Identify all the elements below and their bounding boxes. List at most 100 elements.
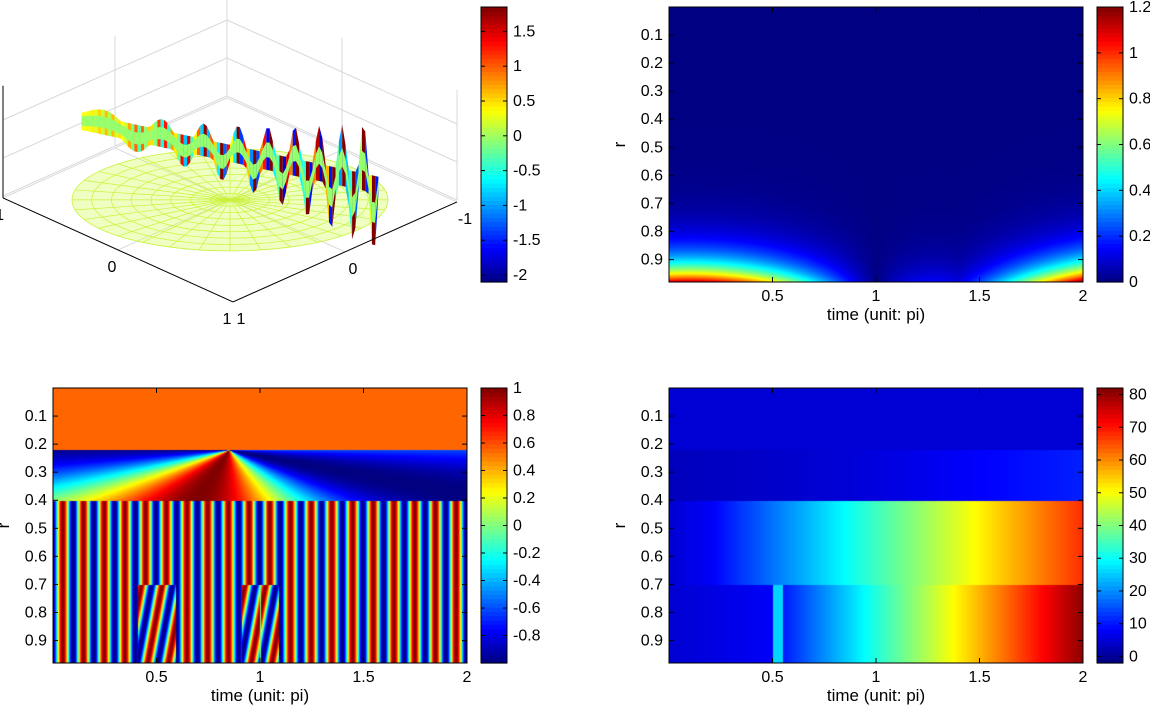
p2-colorbar-segment [481,620,507,625]
p2-colorbar-segment [481,473,507,479]
p3-colorbar-tick-label: 80 [1129,387,1147,404]
p0-colorbar-frame [480,6,508,283]
p2-colorbar-segment [481,486,507,492]
p2-x-tick-label: 2 [1079,288,1088,305]
p0-floor-contour-ray [142,199,231,243]
p0-surface-facet [111,119,115,132]
p4-y-tick-label: 0.6 [641,548,663,565]
p3-colorbar-segment [1097,422,1123,428]
p3-y-tick-label: 0.8 [25,604,47,621]
p1-colorbar-segment [1097,62,1123,68]
p1-colorbar-segment [1097,135,1123,141]
p1-colorbar-segment [1097,140,1123,146]
p0-surface-facet [236,138,240,153]
p2-colorbar-tick-label: 0.6 [513,435,535,452]
p1-colorbar-segment [1097,239,1123,244]
p0-colorbar-segment [481,97,507,103]
p0-surface-facet [259,148,263,169]
accumulated-heatmap-panel: 0.5 1 1.5 2 0.1 0.2 0.3 0.4 0.5 0.6 0.7 0.8 0.9 time … [610,387,1147,705]
p0-colorbar-segment [481,49,507,55]
p2-colorbar-segment [481,499,507,505]
p1-colorbar-segment [1097,230,1123,236]
p2-colorbar-segment [481,516,507,522]
p0-colorbar-tick-label: 1 [513,58,522,75]
p2-colorbar-segment [481,388,507,393]
p2-x-tick-label: 1 [872,288,881,305]
p0-surface-facet [352,192,356,218]
p2-y-tick-label: 0.8 [641,223,663,240]
p3-colorbar-segment [1097,491,1123,497]
p0-surface-facet [84,115,89,127]
p0-colorbar-segment [481,165,507,171]
p3-colorbar-segment [1097,521,1123,527]
p1-colorbar-segment [1097,123,1123,128]
p3-colorbar-segment [1097,418,1123,423]
p2-colorbar-segment [481,435,507,441]
p3-x-axis-label: time (unit: pi) [211,686,309,705]
p3-colorbar-tick-label: 0 [1129,648,1138,665]
p2-colorbar-segment [481,538,507,544]
p2-colorbar-segment [481,555,507,561]
p0-x-axis-line [2,197,234,303]
p3-colorbar-segment [1097,516,1123,522]
p0-colorbar-segment [481,135,507,141]
p0-colorbar-segment [481,234,507,240]
p0-colorbar-segment [481,127,507,133]
p4-y-tick-label: 0.4 [641,492,663,509]
p0-surface-facet [246,152,250,174]
p0-colorbar-segment [481,251,507,257]
p3-colorbar-segment [1097,392,1123,398]
p3-y-tick-label: 0.6 [25,548,47,565]
phase-heatmap-image [53,388,467,663]
p1-colorbar-segment [1097,75,1123,81]
p3-colorbar-segment [1097,654,1123,660]
p1-colorbar-segment [1097,174,1123,180]
p2-colorbar-segment [481,589,507,595]
p2-colorbar-tick-label: 0 [513,518,522,535]
p0-surface-facet [197,134,201,149]
p1-colorbar-segment [1097,97,1123,103]
p0-surface-facet [223,152,227,169]
p3-colorbar-tick-label: 30 [1129,550,1147,567]
p2-colorbar-segment [481,491,507,497]
p2-colorbar-segment [481,624,507,630]
p1-colorbar-segment [1097,127,1123,133]
p1-colorbar-segment [1097,161,1123,167]
p0-x-tick-label: -1 [0,207,4,224]
p1-colorbar-segment [1097,277,1123,283]
p0-surface-facet [365,153,369,190]
p2-x-tick-label: 1.5 [968,288,990,305]
p0-floor-contour-ray [83,180,231,201]
p2-y-tick-label: 0.4 [641,111,663,128]
p0-surface-facet [144,131,148,144]
p4-y-tick-label: 0.9 [641,633,663,650]
p2-colorbar-tick-label: -0.4 [513,573,541,590]
phase-heatmap-panel: 0.5 1 1.5 2 0.1 0.2 0.3 0.4 0.5 0.6 0.7 0.8 0.9 time … [0,380,541,705]
p2-colorbar-segment [481,641,507,647]
p2-colorbar-segment [481,546,507,552]
p1-colorbar-segment [1097,28,1123,34]
p2-y-tick-label: 0.5 [641,139,663,156]
p2-colorbar-segment [481,628,507,634]
p0-colorbar-segment [481,221,507,227]
p1-colorbar-segment [1097,191,1123,197]
p3-colorbar-segment [1097,559,1123,565]
p0-surface-facet [101,116,105,129]
p1-colorbar-segment [1097,234,1123,240]
p0-surface-facet [226,147,230,166]
p0-y-tick-label: 0 [349,261,358,278]
p0-colorbar-tick-label: -0.5 [513,163,541,180]
p0-colorbar-segment [481,105,507,111]
p3-colorbar-segment [1097,637,1123,643]
p3-colorbar-segment [1097,534,1123,539]
p0-surface-facet [98,115,102,128]
p1-colorbar-segment [1097,170,1123,176]
p0-colorbar-segment [481,101,507,107]
p0-floor-contour-ray [229,199,362,229]
p1-colorbar-segment [1097,71,1123,77]
p3-colorbar-segment [1097,504,1123,509]
p1-colorbar-segment [1097,131,1123,137]
p3-y-tick-label: 0.3 [25,464,47,481]
p0-colorbar-segment [481,24,507,30]
p0-colorbar-tick-label: -1.5 [513,232,541,249]
